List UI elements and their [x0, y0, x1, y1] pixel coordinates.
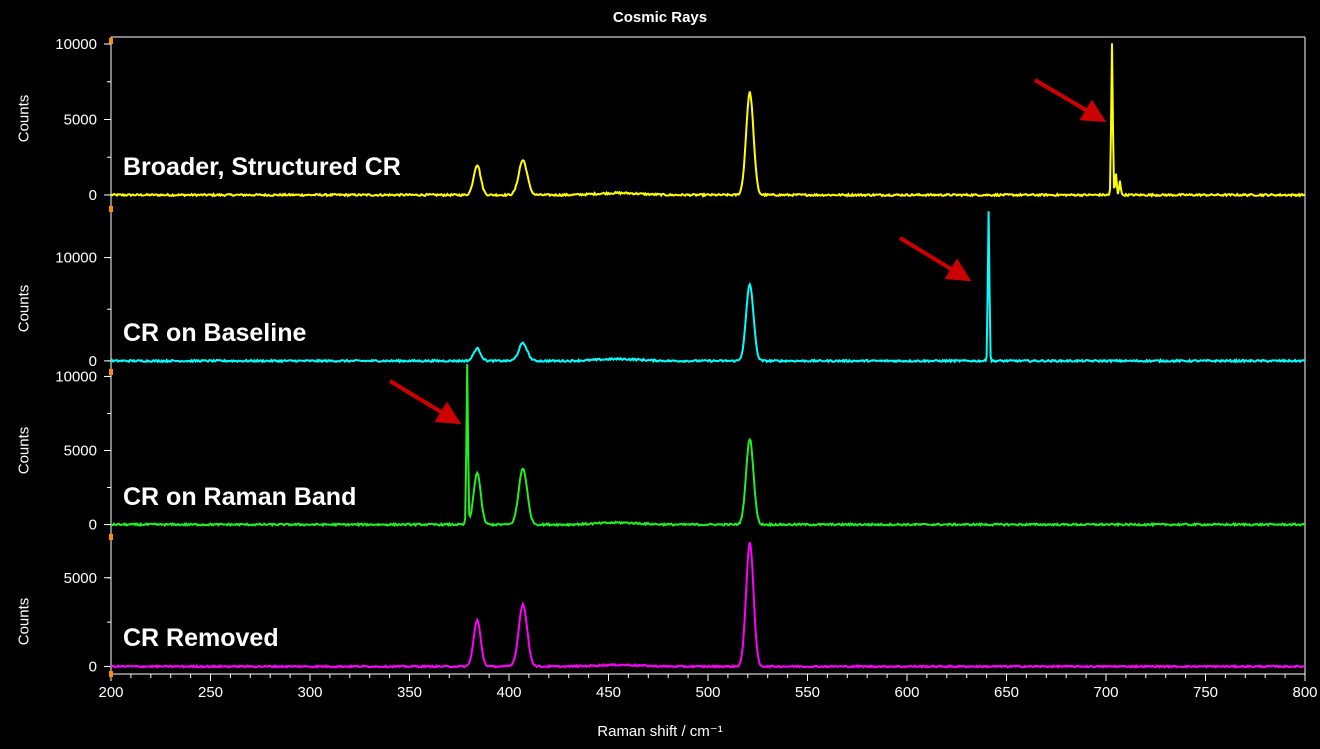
x-tick-label: 250 — [198, 684, 223, 701]
series-line — [110, 211, 1306, 364]
x-tick-label: 700 — [1093, 684, 1118, 701]
annotation-arrow — [898, 236, 972, 282]
panel-3: 0 5000 10000 — [55, 364, 1306, 534]
x-tick-label: 350 — [397, 684, 422, 701]
panel-marker — [109, 206, 113, 212]
y-tick-label: 10000 — [55, 368, 97, 385]
x-tick-label: 450 — [596, 684, 621, 701]
y-axis-label: Counts — [15, 284, 33, 333]
y-tick-label: 5000 — [64, 570, 97, 587]
y-axis-label: Counts — [15, 95, 33, 143]
y-tick-label: 0 — [89, 187, 97, 204]
x-tick-label: 500 — [695, 684, 720, 701]
y-axis-label: Counts — [15, 597, 33, 646]
x-tick-label: 400 — [496, 684, 521, 701]
y-tick-label: 0 — [89, 658, 97, 675]
annotation-arrows — [388, 78, 1107, 425]
trace-label: CR Removed — [123, 624, 279, 653]
x-tick-label: 550 — [795, 684, 820, 701]
x-axis: 200 250 300 350 400 450 500 550 600 650 700 750 800 — [98, 671, 1318, 701]
x-tick-label: 650 — [994, 684, 1019, 701]
x-tick-label: 300 — [297, 684, 322, 701]
axis-marker — [109, 671, 113, 677]
x-tick-label: 600 — [894, 684, 919, 701]
series-line — [110, 364, 1306, 528]
y-tick-label: 5000 — [64, 443, 97, 460]
x-axis-label: Raman shift / cm⁻¹ — [597, 723, 723, 740]
x-tick-label: 200 — [98, 684, 123, 701]
trace-label: CR on Baseline — [123, 318, 307, 347]
panel-1: 0 5000 10000 — [55, 36, 1306, 204]
trace-label: Broader, Structured CR — [123, 152, 401, 181]
y-tick-label: 10000 — [55, 250, 97, 267]
panel-4: 0 5000 — [64, 534, 1306, 675]
chart-title: Cosmic Rays — [612, 9, 708, 26]
annotation-arrow — [1033, 78, 1107, 123]
panel-2: 0 10000 — [55, 206, 1306, 370]
panel-marker — [109, 369, 113, 375]
annotation-arrow — [388, 379, 462, 425]
trace-label: CR on Raman Band — [123, 482, 357, 511]
x-tick-label: 800 — [1292, 684, 1317, 701]
y-axis-label: Counts — [15, 426, 33, 474]
series-line — [110, 542, 1306, 669]
y-tick-label: 0 — [89, 353, 97, 370]
y-tick-label: 10000 — [55, 36, 97, 53]
plot-frame — [110, 36, 1306, 675]
x-tick-label: 750 — [1193, 684, 1218, 701]
y-tick-label: 5000 — [64, 111, 97, 128]
panel-marker — [109, 534, 113, 540]
panel-marker — [109, 38, 113, 44]
series-line — [110, 43, 1306, 198]
y-tick-label: 0 — [89, 517, 97, 534]
